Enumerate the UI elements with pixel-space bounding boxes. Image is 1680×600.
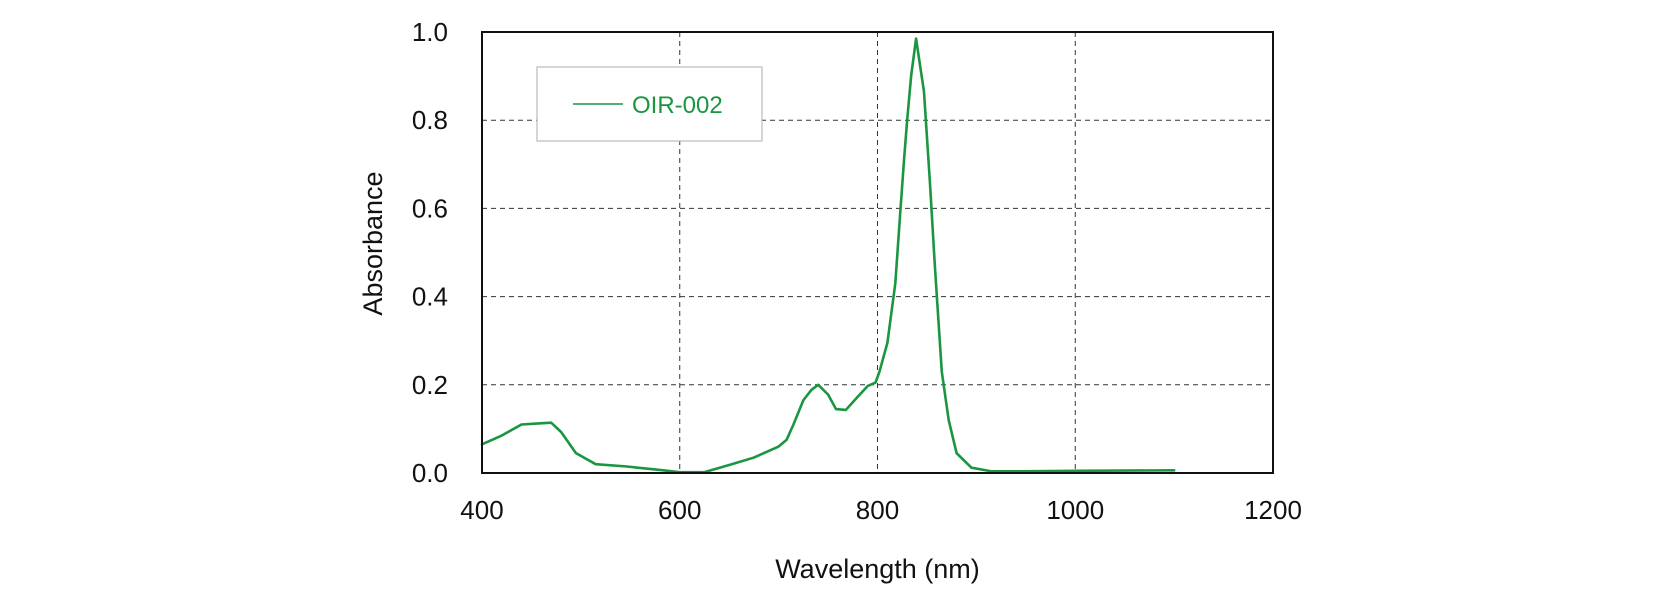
x-tick-label: 600 bbox=[658, 495, 701, 525]
y-tick-label: 0.0 bbox=[412, 458, 448, 488]
x-tick-label: 400 bbox=[460, 495, 503, 525]
x-tick-label: 1200 bbox=[1244, 495, 1302, 525]
y-tick-label: 0.6 bbox=[412, 193, 448, 223]
y-axis-title: Absorbance bbox=[358, 171, 388, 315]
plot-frame bbox=[481, 31, 1274, 474]
legend-label: OIR-002 bbox=[632, 92, 723, 119]
x-tick-label: 1000 bbox=[1046, 495, 1104, 525]
x-axis-title: Wavelength (nm) bbox=[775, 554, 980, 584]
tick-labels: 400 600 800 1000 1200 0.0 0.2 0.4 0.6 0.8 1.0 bbox=[412, 17, 1302, 525]
series-layer bbox=[480, 37, 1176, 474]
y-tick-label: 1.0 bbox=[412, 17, 448, 47]
series-line bbox=[480, 37, 1176, 474]
legend: OIR-002 bbox=[536, 66, 763, 142]
y-tick-label: 0.4 bbox=[412, 282, 448, 312]
x-tick-label: 800 bbox=[856, 495, 899, 525]
y-tick-label: 0.8 bbox=[412, 105, 448, 135]
y-tick-label: 0.2 bbox=[412, 370, 448, 400]
plot-border bbox=[481, 31, 1274, 474]
